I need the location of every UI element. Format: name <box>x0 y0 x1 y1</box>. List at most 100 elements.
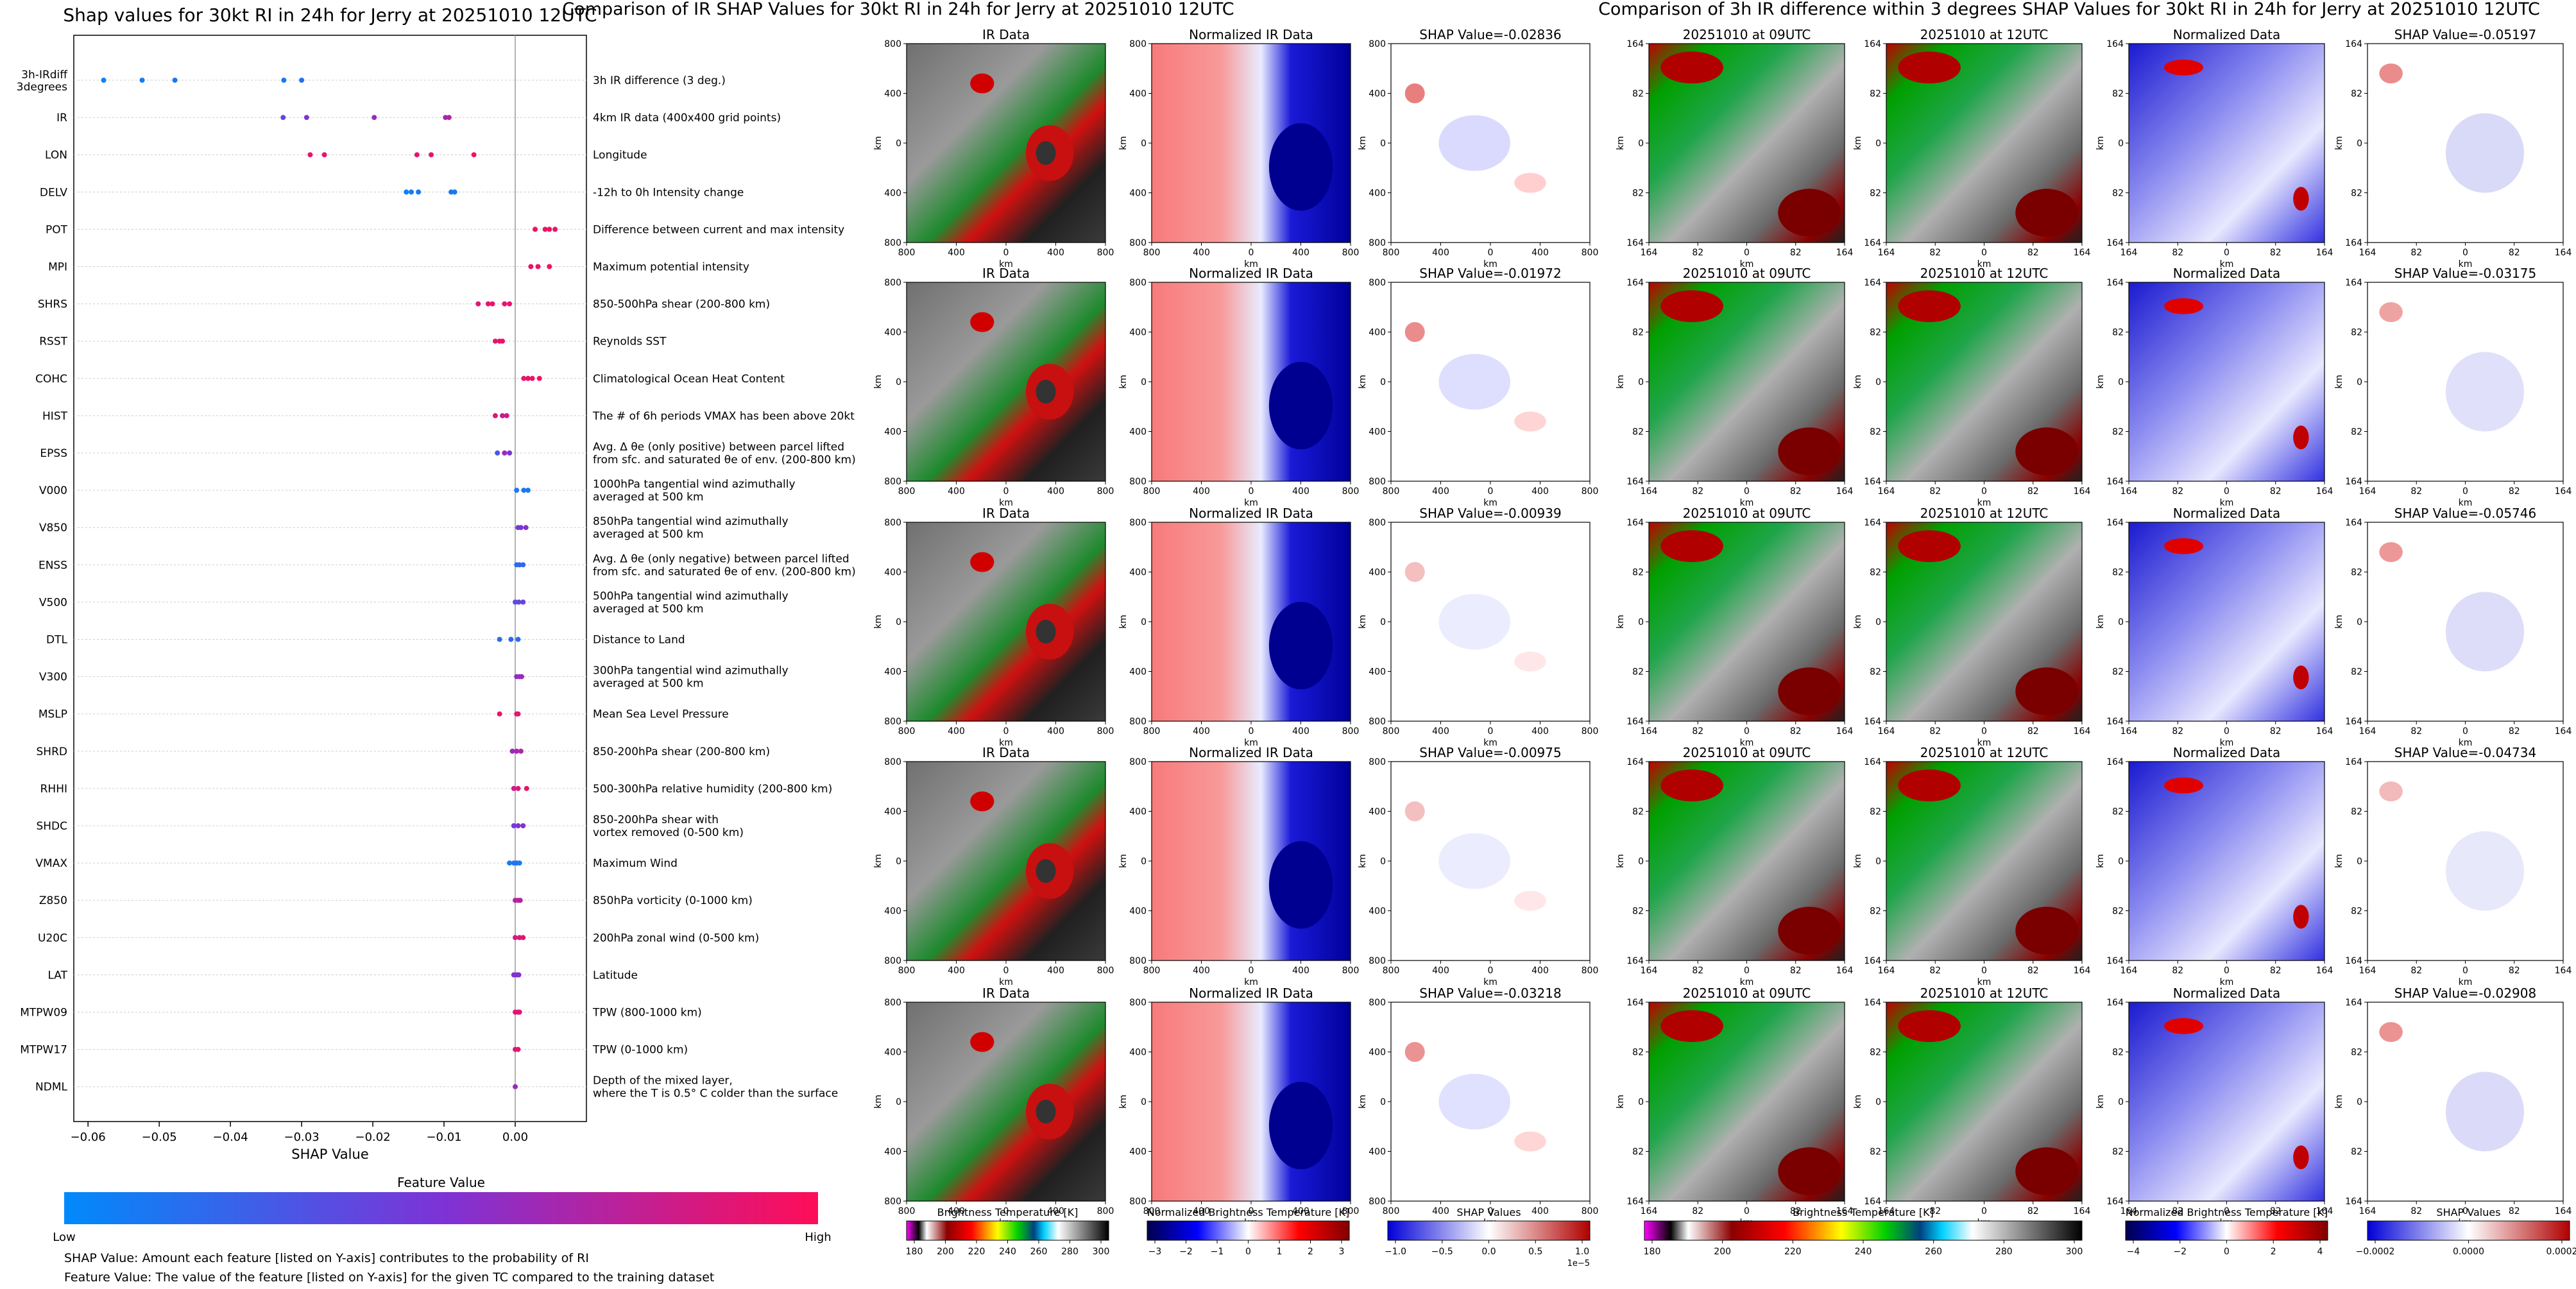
feature-description: 500-300hPa relative humidity (200-800 km… <box>593 783 832 796</box>
shap-diff-image <box>2367 282 2563 481</box>
panel-y-tick-label: 800 <box>1129 956 1147 966</box>
panel-x-tick-label: 82 <box>1790 726 1802 737</box>
feature-description: 1000hPa tangential wind azimuthally avera… <box>593 478 796 504</box>
feature-description-line: 3h IR difference (3 deg.) <box>593 74 726 87</box>
panel-y-tick-label: 82 <box>1870 907 1881 917</box>
panel-x-tick-label: 800 <box>1342 966 1360 976</box>
feature-colorbar-title: Feature Value <box>397 1175 485 1190</box>
feature-description-line: TPW (0-1000 km) <box>592 1044 688 1057</box>
panel-x-tick-label: 164 <box>2555 1206 2572 1216</box>
panel-y-tick-label: 164 <box>1626 278 1644 288</box>
colorbar <box>2367 1220 2570 1241</box>
panel-x-tick-label: 164 <box>1836 486 1854 497</box>
panel-y-tick-label: 800 <box>1129 39 1147 49</box>
feature-description: TPW (0-1000 km) <box>592 1044 688 1057</box>
feature-code-label: MTPW17 <box>20 1044 67 1057</box>
negative-shap-area <box>2446 113 2524 193</box>
negative-shap-area <box>1438 1073 1510 1130</box>
convection-cell <box>970 1032 994 1052</box>
panel-x-axis-label: km <box>2459 259 2473 269</box>
panel-y-tick-label: 400 <box>1369 189 1386 199</box>
shap-panel-title: SHAP Value=-0.03175 <box>2394 266 2536 281</box>
panel-y-tick-label: 0 <box>2357 377 2362 388</box>
panel-y-tick-label: 164 <box>2106 39 2124 49</box>
panel-y-tick-label: 800 <box>884 717 901 727</box>
panel-y-tick-label: 800 <box>1369 717 1386 727</box>
ir-image <box>907 282 1105 481</box>
panel-y-axis-label: km <box>1853 854 1863 868</box>
panel-x-tick-label: 164 <box>2074 726 2091 737</box>
panel-x-tick-label: 82 <box>1790 486 1802 497</box>
panel-title: Normalized Data <box>2173 506 2281 521</box>
feature-description-line: Difference between current and max inten… <box>593 223 844 236</box>
shap-point <box>497 636 502 642</box>
shap-panel-title: SHAP Value=-0.00975 <box>1419 745 1561 760</box>
panel-y-tick-label: 800 <box>884 477 901 487</box>
panel-y-tick-label: 164 <box>1626 238 1644 248</box>
shap-point <box>495 450 500 456</box>
panel-y-tick-label: 164 <box>1864 518 1881 528</box>
panel-x-tick-label: 800 <box>1383 726 1400 737</box>
panel-x-tick-label: 164 <box>1878 1206 1895 1216</box>
feature-description: 300hPa tangential wind azimuthally averag… <box>593 665 789 690</box>
panel-x-tick-label: 164 <box>2359 486 2376 497</box>
panel-x-tick-label: 0 <box>1003 726 1009 737</box>
positive-shap-area <box>2379 781 2403 801</box>
warm-region <box>2163 1018 2203 1034</box>
panel-y-axis-label: km <box>2334 854 2344 868</box>
feature-code-label: V000 <box>39 484 67 497</box>
convection-cell <box>970 73 994 94</box>
panel-x-tick-label: 164 <box>1641 486 1658 497</box>
feature-code-line: 3degrees <box>17 81 67 94</box>
feature-code-label: ENSS <box>38 559 67 572</box>
shap-point <box>500 413 506 418</box>
positive-shap-area <box>2379 302 2403 322</box>
shap-point <box>529 375 535 381</box>
shap-point <box>525 488 531 493</box>
positive-shap-area <box>1514 173 1546 193</box>
shap-image <box>1391 1002 1590 1201</box>
panel-title: IR Data <box>982 745 1030 760</box>
feature-description-line: 300hPa tangential wind azimuthally <box>593 665 789 678</box>
panel-x-tick-label: 82 <box>1929 726 1941 737</box>
panel-y-tick-label: 82 <box>1870 568 1881 578</box>
shap-point <box>508 636 514 642</box>
shap-point <box>492 338 498 344</box>
cold-top-region <box>1898 290 1961 323</box>
panel-y-tick-label: 400 <box>884 328 901 338</box>
panel-x-tick-label: 164 <box>2120 966 2138 976</box>
shap-point <box>507 301 513 307</box>
colorbar-tick-label: 220 <box>1784 1247 1802 1257</box>
panel-x-tick-label: 82 <box>2172 726 2183 737</box>
panel-y-tick-label: 0 <box>1638 139 1644 149</box>
panel-x-tick-label: 400 <box>1531 726 1549 737</box>
colorbar-tick-label: 240 <box>1855 1247 1872 1257</box>
colorbar-tick-label: −2 <box>1179 1247 1193 1257</box>
panel-title: Normalized Data <box>2173 266 2281 281</box>
panel-y-tick-label: 400 <box>884 807 901 817</box>
shap-diff-image <box>2367 522 2563 721</box>
shap-point <box>521 375 527 381</box>
feature-description-line: Climatological Ocean Heat Content <box>593 373 785 386</box>
cold-cloud-region <box>1268 602 1333 690</box>
panel-y-tick-label: 82 <box>2351 189 2362 199</box>
shap-point <box>475 301 481 307</box>
feature-code-label: LON <box>45 149 67 162</box>
storm-region <box>2015 667 2078 715</box>
panel-title: Normalized IR Data <box>1189 266 1313 281</box>
panel-x-axis-label: km <box>1740 738 1754 748</box>
panel-y-tick-label: 400 <box>1129 807 1147 817</box>
feature-description: 850hPa tangential wind azimuthally averag… <box>593 515 789 541</box>
shap-panel-title: SHAP Value=-0.05197 <box>2394 27 2536 42</box>
shap-point <box>139 78 145 83</box>
feature-description-line: 850-500hPa shear (200-800 km) <box>593 298 770 311</box>
feature-description-line: The # of 6h periods VMAX has been above … <box>592 410 855 423</box>
panel-x-tick-label: 400 <box>1432 486 1449 497</box>
panel-x-axis-label: km <box>1244 977 1258 987</box>
feature-description: 850-200hPa shear with vortex removed (0-5… <box>593 814 744 839</box>
panel-x-tick-label: 0 <box>1003 486 1009 497</box>
panel-title: IR Data <box>982 986 1030 1001</box>
colorbar-tick-label: 220 <box>968 1247 985 1257</box>
panel-y-tick-label: 0 <box>896 1097 901 1107</box>
panel-x-tick-label: 82 <box>1929 1206 1941 1216</box>
